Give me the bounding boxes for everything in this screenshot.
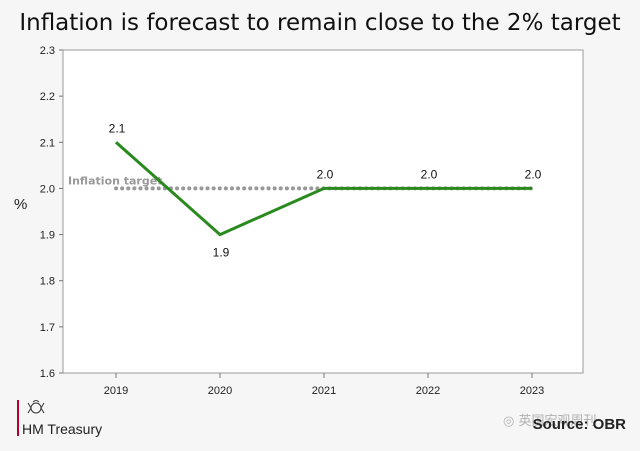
data-label: 2.0 [317, 167, 334, 181]
footer-divider [17, 400, 19, 436]
y-tick-label: 2.1 [40, 137, 55, 149]
data-labels: 2.1 1.9 2.0 2.0 2.0 [109, 121, 542, 259]
watermark-text: 英国宏观周刊 [518, 414, 597, 429]
x-tick-label: 2021 [312, 385, 336, 397]
x-tick-label: 2023 [520, 385, 544, 397]
data-label: 2.0 [525, 167, 542, 181]
x-axis-ticks: 2019 2020 2021 2022 2023 [104, 373, 544, 397]
y-tick-label: 2.3 [40, 45, 55, 57]
data-label: 1.9 [213, 246, 230, 260]
x-tick-label: 2020 [208, 385, 232, 397]
y-axis-title: % [14, 196, 28, 213]
inflation-series [115, 141, 533, 237]
data-label: 2.0 [421, 167, 438, 181]
plot-area [62, 49, 584, 374]
royal-crest-icon [27, 400, 45, 414]
x-tick-label: 2019 [104, 385, 128, 397]
y-tick-label: 1.9 [40, 230, 55, 242]
chart-title: Inflation is forecast to remain close to… [19, 10, 621, 36]
wechat-icon: ◎ [503, 414, 515, 429]
watermark: ◎ 英国宏观周刊 [503, 410, 597, 429]
target-label: Inflation target [68, 174, 162, 187]
y-tick-label: 1.8 [40, 276, 55, 288]
y-tick-label: 2.2 [40, 91, 55, 103]
y-axis-ticks: 1.6 1.7 1.8 1.9 2.0 2.1 2.2 2.3 [40, 45, 63, 380]
source-note: Source: OBR [532, 416, 626, 433]
y-tick-label: 2.0 [40, 183, 55, 195]
data-label: 2.1 [109, 121, 126, 135]
x-tick-label: 2022 [416, 385, 440, 397]
organisation-name: HM Treasury [22, 421, 103, 437]
y-tick-label: 1.7 [40, 322, 55, 334]
y-tick-label: 1.6 [40, 368, 55, 380]
